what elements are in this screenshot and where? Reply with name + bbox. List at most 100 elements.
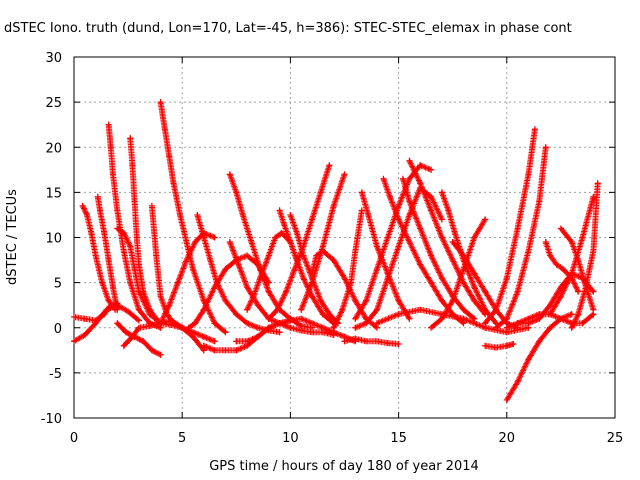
x-tick-label: 20 bbox=[499, 431, 516, 446]
data-point bbox=[352, 324, 359, 331]
data-point bbox=[239, 211, 246, 218]
data-point bbox=[157, 293, 164, 300]
data-point bbox=[330, 257, 337, 264]
data-series-43 bbox=[542, 239, 582, 295]
data-point bbox=[174, 279, 181, 286]
data-point bbox=[568, 270, 575, 277]
data-point bbox=[590, 248, 597, 255]
data-point bbox=[148, 202, 155, 209]
data-series-25 bbox=[341, 335, 402, 347]
data-point bbox=[254, 302, 261, 309]
data-point bbox=[222, 329, 229, 336]
data-point bbox=[127, 135, 134, 142]
data-point bbox=[575, 311, 582, 318]
data-point bbox=[129, 162, 136, 169]
data-point bbox=[395, 311, 402, 318]
data-point bbox=[265, 315, 272, 322]
data-marks bbox=[71, 99, 601, 403]
data-point bbox=[594, 180, 601, 187]
data-point bbox=[140, 338, 147, 345]
data-point bbox=[309, 293, 316, 300]
data-point bbox=[492, 324, 499, 331]
data-point bbox=[127, 243, 134, 250]
data-point bbox=[503, 342, 510, 349]
data-point bbox=[395, 202, 402, 209]
data-point bbox=[417, 225, 424, 232]
data-point bbox=[265, 324, 272, 331]
data-point bbox=[254, 333, 261, 340]
data-point bbox=[71, 338, 77, 345]
data-point bbox=[568, 311, 575, 318]
data-point bbox=[309, 279, 316, 286]
data-series-11 bbox=[157, 99, 229, 336]
data-point bbox=[547, 311, 554, 318]
data-point bbox=[363, 320, 370, 327]
data-point bbox=[120, 342, 127, 349]
data-point bbox=[373, 243, 380, 250]
y-tick-label: -5 bbox=[49, 367, 62, 382]
data-point bbox=[590, 306, 597, 313]
data-series-4 bbox=[94, 193, 121, 313]
data-point bbox=[146, 322, 153, 329]
data-point bbox=[101, 229, 108, 236]
data-point bbox=[358, 207, 365, 214]
data-point bbox=[445, 207, 452, 214]
data-point bbox=[406, 239, 413, 246]
data-point bbox=[300, 275, 307, 282]
data-point bbox=[135, 324, 142, 331]
data-point bbox=[536, 338, 543, 345]
data-point bbox=[183, 257, 190, 264]
data-point bbox=[492, 344, 499, 351]
data-point bbox=[482, 342, 489, 349]
data-point bbox=[135, 261, 142, 268]
data-point bbox=[352, 335, 359, 342]
data-point bbox=[438, 315, 445, 322]
data-point bbox=[157, 320, 164, 327]
data-point bbox=[298, 327, 305, 334]
data-point bbox=[211, 347, 218, 354]
data-point bbox=[482, 320, 489, 327]
data-series-30 bbox=[380, 175, 467, 327]
data-point bbox=[547, 252, 554, 259]
data-point bbox=[460, 252, 467, 259]
data-point bbox=[417, 306, 424, 313]
data-point bbox=[492, 306, 499, 313]
data-series-10 bbox=[148, 202, 218, 345]
data-point bbox=[542, 144, 549, 151]
data-point bbox=[514, 378, 521, 385]
data-point bbox=[226, 239, 233, 246]
data-point bbox=[514, 288, 521, 295]
data-point bbox=[222, 347, 229, 354]
data-point bbox=[92, 252, 99, 259]
data-point bbox=[248, 239, 255, 246]
data-point bbox=[525, 356, 532, 363]
data-point bbox=[200, 234, 207, 241]
data-point bbox=[291, 266, 298, 273]
data-point bbox=[341, 171, 348, 178]
data-point bbox=[235, 261, 242, 268]
data-point bbox=[211, 338, 218, 345]
data-point bbox=[250, 293, 257, 300]
series-markers bbox=[157, 99, 229, 336]
data-point bbox=[192, 320, 199, 327]
data-point bbox=[200, 342, 207, 349]
data-point bbox=[525, 248, 532, 255]
y-tick-label: 5 bbox=[54, 277, 62, 292]
data-series-44 bbox=[547, 193, 597, 318]
data-point bbox=[157, 99, 164, 106]
data-point bbox=[384, 234, 391, 241]
data-series-18 bbox=[233, 315, 359, 345]
x-tick-label: 0 bbox=[70, 431, 78, 446]
data-point bbox=[330, 324, 337, 331]
data-point bbox=[399, 175, 406, 182]
data-point bbox=[213, 279, 220, 286]
data-point bbox=[109, 284, 116, 291]
data-point bbox=[287, 317, 294, 324]
data-point bbox=[114, 225, 121, 232]
data-point bbox=[244, 284, 251, 291]
data-point bbox=[287, 211, 294, 218]
data-point bbox=[166, 302, 173, 309]
data-point bbox=[153, 315, 160, 322]
data-point bbox=[276, 329, 283, 336]
data-point bbox=[557, 315, 564, 322]
